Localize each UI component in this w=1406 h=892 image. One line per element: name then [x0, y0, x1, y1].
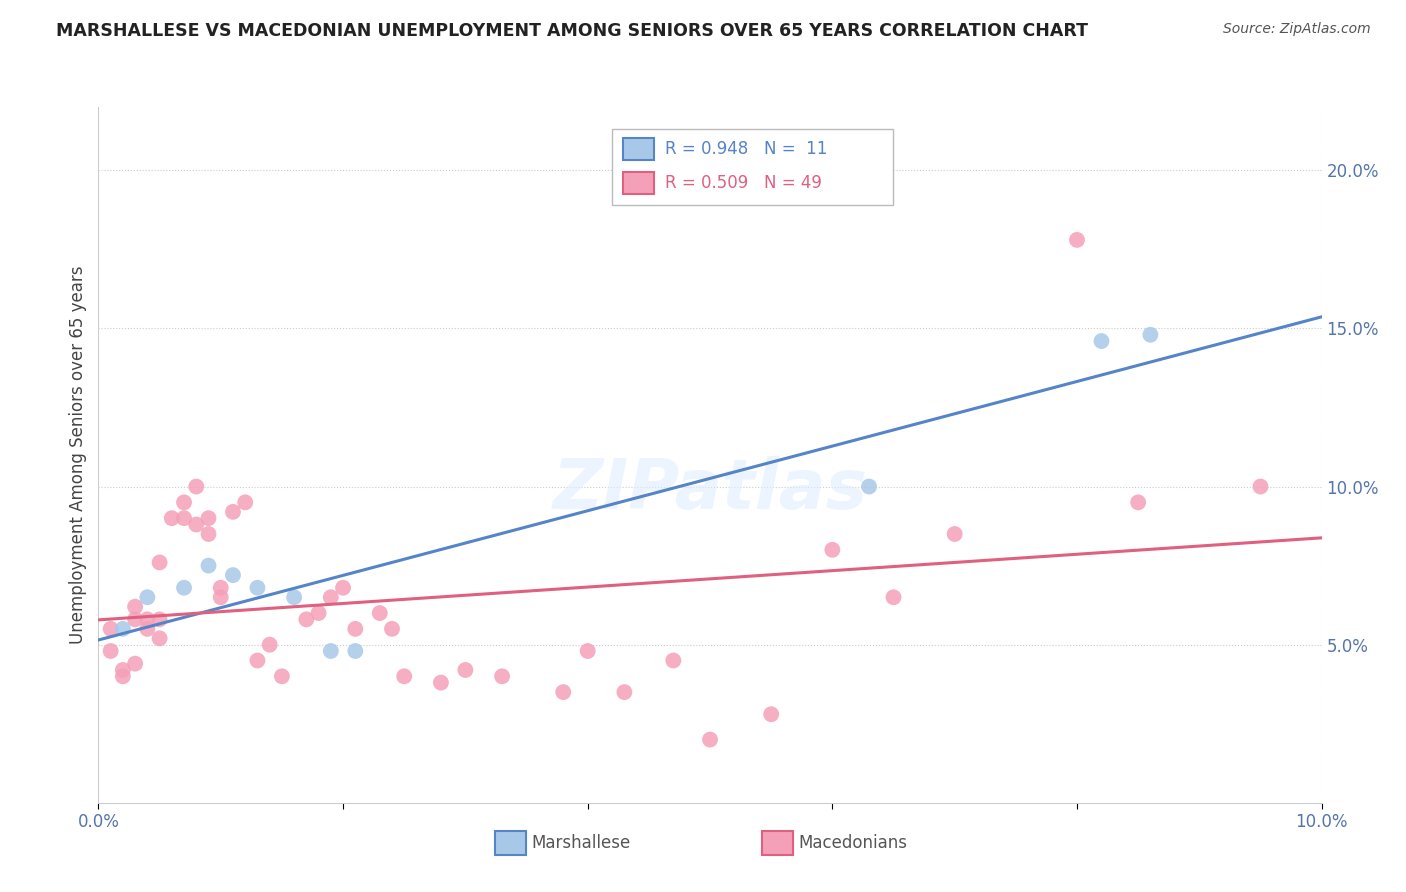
Point — [186, 479, 208, 493]
Point — [222, 568, 245, 582]
Point — [111, 669, 134, 683]
Point — [553, 685, 575, 699]
Text: R = 0.948   N =  11: R = 0.948 N = 11 — [665, 140, 827, 158]
Point — [319, 591, 342, 605]
Point — [344, 622, 367, 636]
Point — [246, 653, 269, 667]
Point — [283, 591, 305, 605]
Point — [858, 479, 880, 493]
Point — [111, 622, 134, 636]
Point — [124, 657, 146, 671]
Text: Macedonians: Macedonians — [799, 834, 908, 852]
Point — [149, 612, 172, 626]
Point — [308, 606, 330, 620]
Point — [332, 581, 354, 595]
Point — [124, 612, 146, 626]
Point — [699, 732, 721, 747]
Point — [613, 685, 636, 699]
Point — [392, 669, 416, 683]
Text: ZIPatlas: ZIPatlas — [553, 456, 868, 524]
Point — [173, 495, 195, 509]
Point — [368, 606, 391, 620]
Point — [136, 622, 159, 636]
Point — [430, 675, 453, 690]
Point — [186, 517, 208, 532]
Y-axis label: Unemployment Among Seniors over 65 years: Unemployment Among Seniors over 65 years — [69, 266, 87, 644]
Point — [295, 612, 318, 626]
Point — [173, 581, 195, 595]
Point — [233, 495, 256, 509]
Point — [197, 527, 219, 541]
Point — [173, 511, 195, 525]
Point — [259, 638, 281, 652]
Point — [124, 599, 146, 614]
Text: R = 0.509   N = 49: R = 0.509 N = 49 — [665, 174, 823, 192]
Point — [1066, 233, 1088, 247]
Point — [100, 644, 122, 658]
Point — [759, 707, 782, 722]
Point — [1139, 327, 1161, 342]
Point — [136, 612, 159, 626]
Point — [149, 632, 172, 646]
Point — [160, 511, 183, 525]
Text: Source: ZipAtlas.com: Source: ZipAtlas.com — [1223, 22, 1371, 37]
Point — [943, 527, 966, 541]
Point — [1249, 479, 1271, 493]
Point — [100, 622, 122, 636]
Point — [1090, 334, 1112, 348]
Point — [197, 558, 219, 573]
Point — [576, 644, 599, 658]
Point — [222, 505, 245, 519]
Point — [662, 653, 685, 667]
Point — [344, 644, 367, 658]
Point — [821, 542, 844, 557]
Point — [149, 556, 172, 570]
Point — [209, 581, 232, 595]
Point — [1128, 495, 1150, 509]
Point — [319, 644, 342, 658]
Text: MARSHALLESE VS MACEDONIAN UNEMPLOYMENT AMONG SENIORS OVER 65 YEARS CORRELATION C: MARSHALLESE VS MACEDONIAN UNEMPLOYMENT A… — [56, 22, 1088, 40]
Point — [209, 591, 232, 605]
Point — [111, 663, 134, 677]
Point — [246, 581, 269, 595]
Text: Marshallese: Marshallese — [531, 834, 631, 852]
Point — [883, 591, 905, 605]
Point — [270, 669, 292, 683]
Point — [136, 591, 159, 605]
Point — [381, 622, 404, 636]
Point — [491, 669, 513, 683]
Point — [197, 511, 219, 525]
Point — [454, 663, 477, 677]
